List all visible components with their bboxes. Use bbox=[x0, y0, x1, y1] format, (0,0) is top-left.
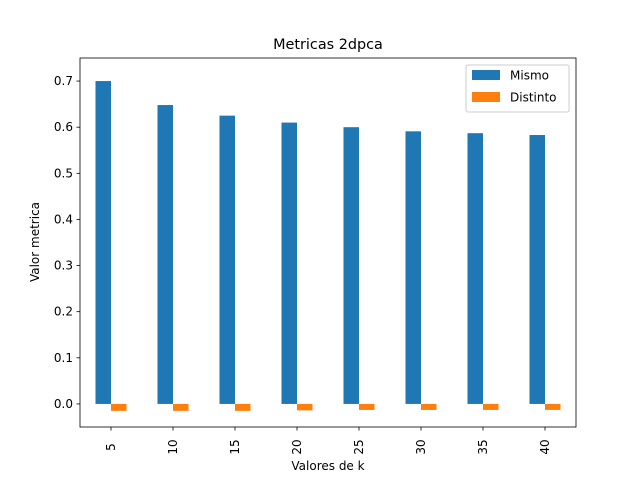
bar-distinto-40 bbox=[545, 403, 561, 410]
bar-mismo-10 bbox=[157, 105, 173, 404]
bar-distinto-25 bbox=[359, 403, 375, 410]
bar-mismo-25 bbox=[343, 127, 359, 404]
bar-mismo-35 bbox=[467, 133, 483, 404]
y-axis: 0.0 0.1 0.2 0.3 0.4 0.5 0.6 0.7 bbox=[54, 74, 80, 411]
x-tick-label: 20 bbox=[290, 439, 304, 454]
x-tick-label: 30 bbox=[414, 439, 428, 454]
bar-mismo-40 bbox=[529, 135, 545, 404]
y-tick-label: 0.3 bbox=[54, 259, 73, 273]
y-tick-label: 0.0 bbox=[54, 397, 73, 411]
y-tick-label: 0.1 bbox=[54, 351, 73, 365]
legend-swatch-distinto bbox=[472, 92, 500, 102]
x-axis-title: Valores de k bbox=[291, 459, 364, 473]
legend-swatch-mismo bbox=[472, 70, 500, 80]
legend: Mismo Distinto bbox=[465, 64, 570, 113]
bar-mismo-5 bbox=[95, 81, 111, 404]
x-axis: 5 10 15 20 25 30 35 40 bbox=[104, 427, 552, 455]
bar-mismo-15 bbox=[219, 115, 235, 404]
x-tick-label: 15 bbox=[228, 439, 242, 454]
bar-distinto-15 bbox=[235, 403, 251, 411]
y-tick-label: 0.5 bbox=[54, 166, 73, 180]
plot-frame bbox=[79, 57, 577, 428]
bar-mismo-30 bbox=[405, 131, 421, 404]
bar-distinto-20 bbox=[297, 403, 313, 411]
x-tick-label: 35 bbox=[476, 439, 490, 454]
legend-label-distinto: Distinto bbox=[510, 91, 557, 105]
legend-label-mismo: Mismo bbox=[510, 69, 549, 83]
x-tick-label: 40 bbox=[538, 439, 552, 454]
y-tick-label: 0.7 bbox=[54, 74, 73, 88]
y-axis-title: Valor metrica bbox=[28, 202, 42, 282]
y-tick-label: 0.4 bbox=[54, 212, 73, 226]
x-tick-label: 25 bbox=[352, 439, 366, 454]
y-tick-label: 0.6 bbox=[54, 120, 73, 134]
x-tick-label: 10 bbox=[166, 439, 180, 454]
bars bbox=[95, 81, 561, 411]
chart-title: Metricas 2dpca bbox=[273, 37, 383, 53]
bar-mismo-20 bbox=[281, 122, 297, 404]
x-tick-label: 5 bbox=[104, 443, 118, 451]
bar-distinto-10 bbox=[173, 403, 189, 411]
bar-distinto-5 bbox=[111, 403, 127, 411]
y-tick-label: 0.2 bbox=[54, 305, 73, 319]
bar-distinto-30 bbox=[421, 403, 437, 410]
bar-distinto-35 bbox=[483, 403, 499, 410]
